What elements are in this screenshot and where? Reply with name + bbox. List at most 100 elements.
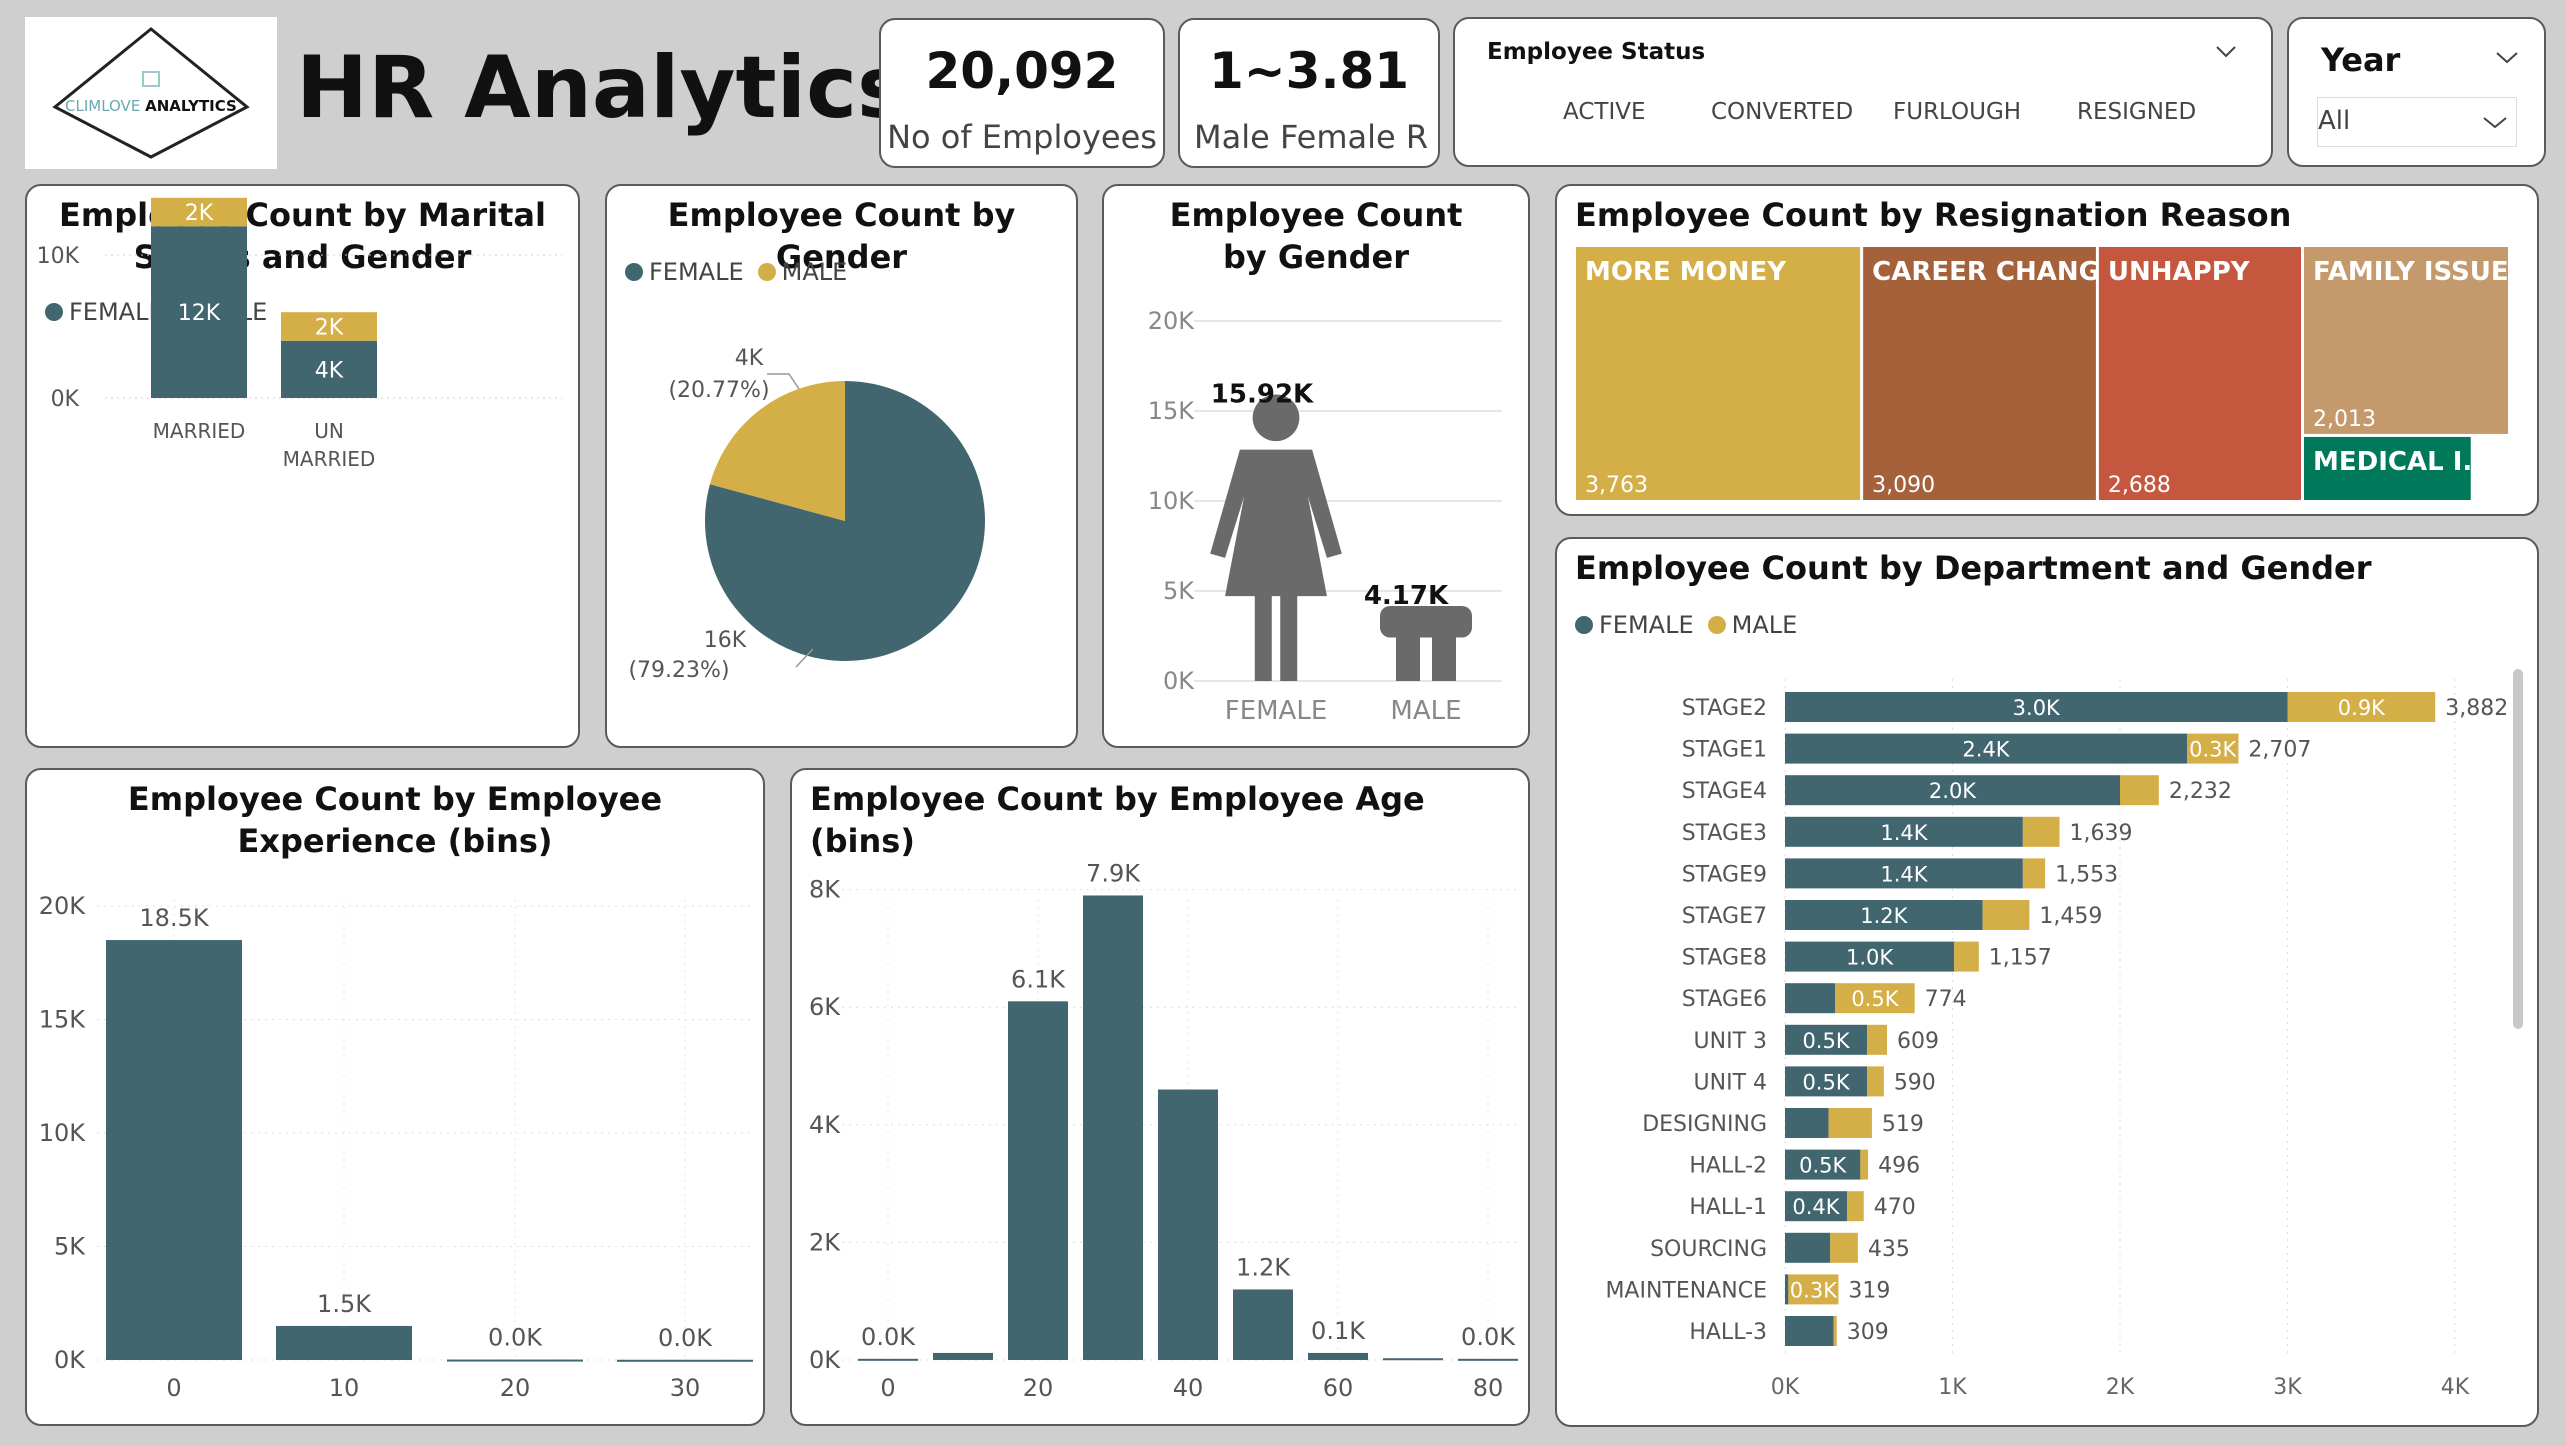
bar-male-4 [2022,858,2046,889]
treemap-tile-label: CAREER CHANGE [1872,257,2118,287]
treemap-tile-value: 2,688 [2108,473,2171,498]
resignation-treemap-plot: MORE MONEY 3,763 CAREER CHANGE 3,090 UNHAPPY… [1576,247,2509,500]
legend-male-swatch [1707,616,1726,634]
bar-male-14 [1788,1274,1839,1305]
x-tick-label: 1K [1938,1375,1967,1400]
bar-3 [617,1359,753,1362]
y-tick-label: HALL-2 [1689,1154,1767,1179]
bar-data-label: 0.0K [488,1324,543,1352]
bar-male-13 [1830,1232,1858,1263]
bar-male-3 [2022,816,2060,847]
y-tick-label: STAGE1 [1682,738,1767,763]
male-figure-icon [1380,605,1472,681]
marital-chart-plot: 0K 10K 12K 2K MARRIED 4K 2K UN MARRIED [37,197,562,471]
bar-male-0 [2287,692,2436,722]
kpi-ratio-label: Male Female R... [1194,118,1428,156]
bar-data-label: 2.0K [1929,779,1977,803]
bar-5 [1233,1289,1293,1360]
legend-female-label: FEMALE [1599,611,1694,639]
pie-label-female: 16K [704,628,747,653]
y-tick-label: STAGE6 [1682,987,1767,1012]
age-chart-card: Employee Count by Employee Age (bins) 0K… [790,768,1530,1426]
y-tick-label: MAINTENANCE [1605,1278,1767,1303]
y-tick-label: UNIT 3 [1694,1029,1767,1054]
y-tick-label: STAGE8 [1682,946,1767,971]
picto-data-label: 4.17K [1364,581,1449,611]
bar-data-label: 7.9K [1086,859,1141,887]
bar-male-1 [281,312,377,341]
bar-data-label: 0.0K [861,1323,916,1351]
chevron-down-icon[interactable] [2215,45,2237,59]
bar-data-label: 1.4K [1880,862,1928,886]
status-item-active[interactable]: ACTIVE [1563,99,1646,125]
pie-slice-male [709,381,845,521]
year-dropdown[interactable]: All [2317,97,2517,147]
bar-data-label: 18.5K [139,904,209,932]
bar-female-1 [281,340,377,398]
y-tick-label: STAGE7 [1682,904,1767,929]
y-tick-label: SOURCING [1650,1237,1767,1262]
bar-female-1 [1785,733,2187,764]
department-scrollbar[interactable] [2513,669,2523,1029]
y-tick-label: HALL-1 [1689,1195,1767,1220]
x-tick-label: 0K [1771,1375,1800,1400]
bar-total-label: 609 [1897,1029,1939,1054]
treemap-tile-value: 3,763 [1585,473,1648,498]
treemap-tile-value: 2,013 [2313,407,2376,432]
x-tick-label: MALE [1390,696,1461,726]
y-tick-label: 5K [1163,577,1195,605]
experience-chart-plot: 0K 5K 10K 15K 20K 18.5K 0 1.5K 10 0.0K 20 0.0K 30 [39,892,753,1402]
female-figure-icon [1210,394,1342,681]
bar-0 [106,940,242,1360]
x-tick-label: 0 [166,1374,181,1402]
legend-female-label: FEMALE [649,258,744,286]
bar-female-12 [1785,1191,1847,1222]
bar-female-15 [1785,1316,1834,1346]
y-tick-label: 0K [51,387,80,412]
marital-status-chart-card: Employee Count by Marital Status and Gen… [25,184,580,748]
legend-female-label: FEMALE [69,298,164,326]
bar-2 [447,1359,583,1362]
experience-chart-card: Employee Count by Employee Experience (b… [25,768,765,1426]
treemap-tile-2 [2098,247,2301,500]
bar-male-2 [2120,775,2159,806]
chevron-down-icon[interactable] [2495,51,2519,65]
employee-status-slicer: Employee Status ACTIVE CONVERTED FURLOUG… [1453,17,2273,167]
y-tick-label: STAGE9 [1682,862,1767,887]
x-tick-label: 3K [2273,1375,2302,1400]
bar-male-9 [1867,1066,1884,1097]
bar-data-label: 6.1K [1011,965,1066,993]
status-item-resigned[interactable]: RESIGNED [2077,99,2197,125]
year-slicer-title: Year [2321,41,2401,79]
x-tick-label: 20 [1023,1374,1054,1402]
gender-pie-chart-card: Employee Count by Gender FEMALE MALE 16K… [605,184,1078,748]
employee-status-title: Employee Status [1487,39,1706,65]
treemap-tile-4 [2303,436,2471,500]
bar-female-6 [1785,941,1955,972]
bar-female-4 [1785,858,2023,889]
bar-1 [276,1325,412,1360]
status-item-furlough[interactable]: FURLOUGH [1893,99,2022,125]
department-chart-card: Employee Count by Department and Gender … [1555,537,2539,1427]
chevron-down-icon [2483,117,2507,129]
pie-leader-line [767,373,800,390]
y-tick-label: 0K [1163,667,1195,695]
pie-pct-male: (20.77%) [668,378,769,403]
bar-8 [1458,1358,1518,1361]
status-item-converted[interactable]: CONVERTED [1711,99,1854,125]
x-tick-label: 40 [1173,1374,1204,1402]
bar-total-label: 435 [1868,1237,1910,1262]
bar-data-label: 0.5K [1851,987,1899,1011]
x-tick-label: 0 [880,1374,895,1402]
kpi-card-ratio: 1~3.81 Male Female R... [1178,18,1440,168]
bar-data-label: 1.5K [317,1290,372,1318]
bar-male-8 [1867,1024,1888,1055]
bar-female-2 [1785,775,2120,806]
bar-male-15 [1833,1316,1837,1346]
y-tick-label: 10K [37,244,80,269]
x-tick-label: 80 [1473,1374,1504,1402]
bar-female-5 [1785,900,1983,930]
bar-total-label: 774 [1925,987,1967,1012]
bar-0 [858,1358,918,1361]
legend-male-label: MALE [781,258,848,286]
